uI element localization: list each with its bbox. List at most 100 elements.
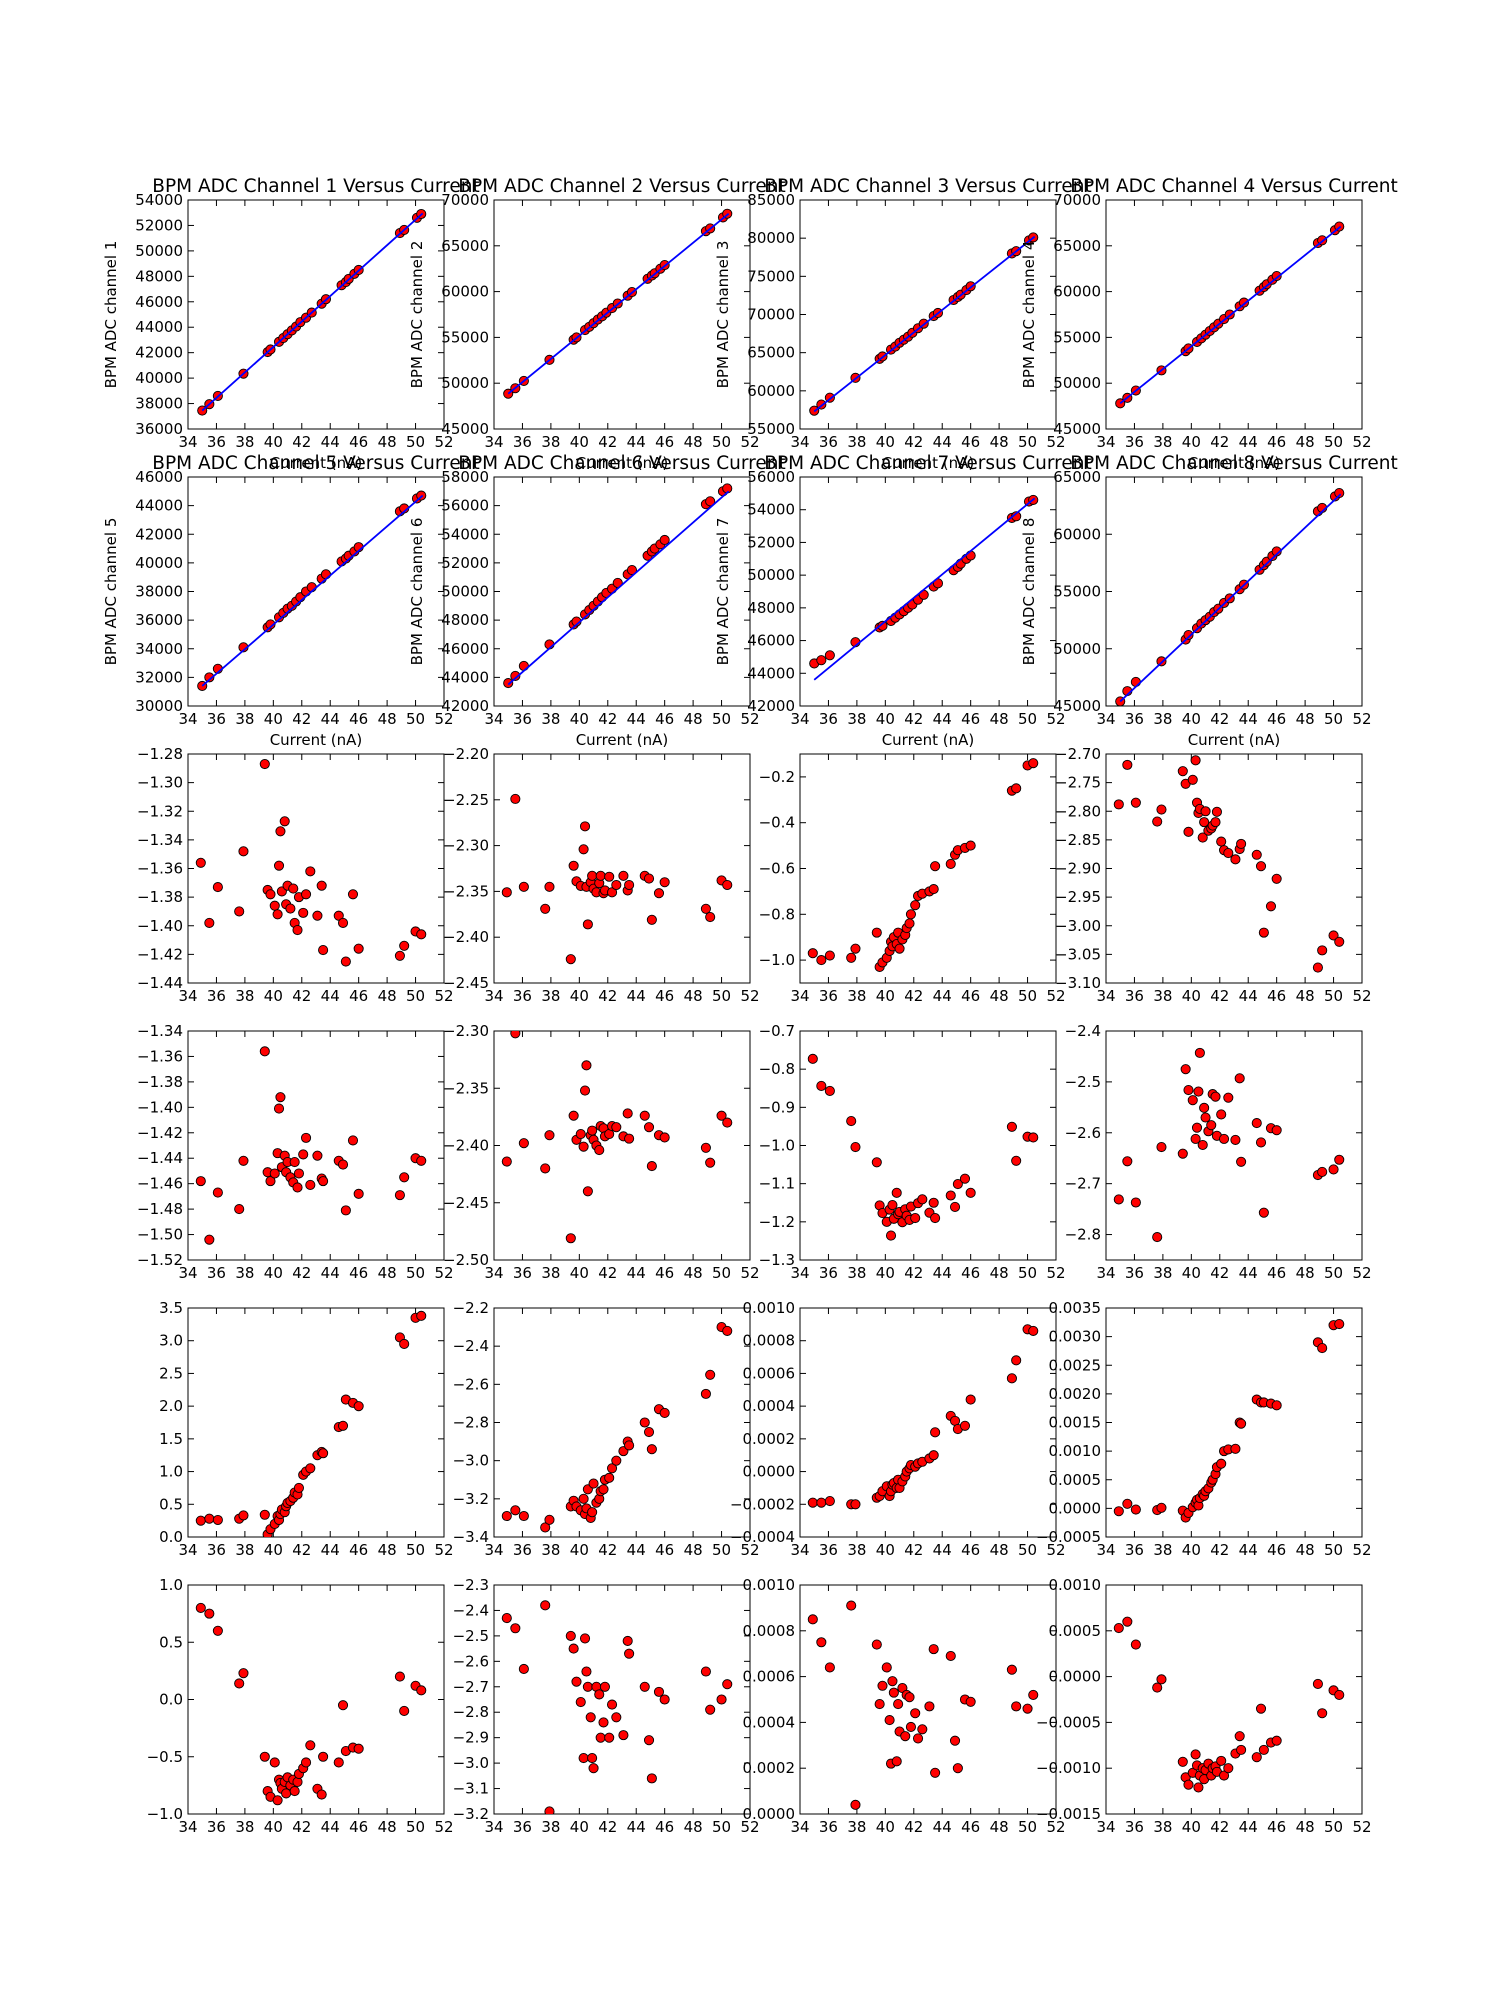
x-tick-label: 40 [876, 433, 895, 451]
data-point [639, 1681, 650, 1692]
y-tick-label: 45000 [1053, 420, 1101, 438]
data-point [807, 1053, 818, 1064]
y-tick-label: 85000 [747, 191, 795, 209]
subplot-3: 34 36 38 40 42 44 46 48 50 5255000600006500070000… [714, 176, 1092, 472]
x-tick-label: 36 [1125, 1541, 1144, 1559]
x-tick-label: 50 [406, 1264, 425, 1282]
data-point [891, 1756, 902, 1767]
data-point [269, 1757, 280, 1768]
data-point [312, 1150, 323, 1161]
data-point [949, 1201, 961, 1212]
data-point [337, 1159, 349, 1170]
x-tick-label: 52 [1352, 710, 1371, 728]
x-tick-label: 44 [933, 987, 952, 1005]
y-tick-label: −2.90 [1055, 860, 1101, 878]
data-point [659, 1407, 670, 1419]
x-tick-label: 34 [178, 433, 197, 451]
x-tick-label: 38 [235, 987, 254, 1005]
data-point [1028, 758, 1039, 769]
x-tick-label: 44 [933, 1541, 952, 1559]
data-point [643, 1122, 655, 1133]
x-tick-label: 48 [990, 710, 1009, 728]
x-tick-label: 48 [684, 1818, 703, 1836]
data-point [1113, 1623, 1124, 1634]
x-tick-label: 42 [1210, 1264, 1229, 1282]
data-point [1190, 755, 1201, 766]
y-tick-label: 0.5 [159, 1633, 183, 1651]
data-point [1218, 1133, 1230, 1144]
y-tick-label: 65000 [1053, 237, 1101, 255]
x-tick-label: 40 [570, 987, 589, 1005]
data-point [1011, 783, 1022, 794]
x-tick-label: 40 [1182, 987, 1201, 1005]
data-point [1211, 806, 1222, 817]
x-tick-label: 34 [178, 987, 197, 1005]
x-tick-label: 48 [1296, 1818, 1315, 1836]
data-point [568, 1110, 579, 1121]
data-point [353, 943, 364, 954]
data-point [565, 954, 576, 965]
data-point [289, 1156, 300, 1168]
data-point [581, 1060, 592, 1071]
y-tick-label: 55000 [1053, 583, 1101, 601]
data-marks [195, 1602, 427, 1806]
x-tick-label: 38 [235, 710, 254, 728]
x-tick-label: 36 [207, 1818, 226, 1836]
data-point [337, 917, 349, 928]
data-point [928, 1644, 939, 1655]
data-point [272, 1795, 283, 1806]
y-tick-label: 0.0000 [743, 1805, 796, 1823]
y-tick-label: 46000 [441, 640, 489, 658]
y-tick-label: 0.0006 [743, 1364, 796, 1382]
data-point [874, 1699, 885, 1710]
data-point [850, 943, 861, 954]
y-tick-label: −3.4 [453, 1528, 489, 1546]
data-point [952, 1178, 963, 1190]
x-tick-label: 42 [1210, 1541, 1229, 1559]
data-point [347, 889, 359, 900]
data-point [1028, 1132, 1039, 1143]
x-tick-label: 40 [876, 1541, 895, 1559]
data-point [305, 1463, 316, 1474]
y-tick-label: 0.0002 [743, 1759, 796, 1777]
data-point [1190, 1133, 1201, 1144]
chart-title: BPM ADC Channel 3 Versus Current [764, 176, 1091, 197]
x-tick-label: 52 [1352, 1264, 1371, 1282]
x-tick-label: 46 [655, 1818, 674, 1836]
x-tick-label: 50 [1018, 433, 1037, 451]
y-axis-label: BPM ADC channel 1 [102, 241, 120, 389]
x-tick-label: 34 [1096, 1264, 1115, 1282]
x-tick-label: 50 [1018, 987, 1037, 1005]
data-point [959, 1173, 971, 1184]
x-tick-label: 34 [484, 1818, 503, 1836]
y-tick-label: −3.2 [453, 1805, 489, 1823]
y-tick-label: −2.4 [1065, 1022, 1101, 1040]
data-point [1271, 270, 1282, 282]
data-point [949, 1735, 961, 1746]
data-marks [195, 1046, 427, 1245]
data-point [518, 1663, 529, 1675]
data-point [816, 1497, 827, 1508]
data-point [416, 1310, 427, 1321]
x-tick-label: 36 [513, 1541, 532, 1559]
data-point [1236, 1418, 1247, 1429]
x-tick-label: 42 [292, 987, 311, 1005]
data-point [238, 846, 249, 857]
x-tick-label: 36 [819, 1818, 838, 1836]
y-tick-label: 36000 [135, 420, 183, 438]
y-tick-label: −1.36 [137, 860, 183, 878]
data-point [340, 1205, 351, 1216]
y-tick-label: −2.75 [1055, 774, 1101, 792]
data-point [318, 1176, 329, 1187]
y-tick-label: 3.0 [159, 1332, 183, 1350]
y-tick-label: 40000 [135, 369, 183, 387]
x-tick-label: 48 [378, 710, 397, 728]
data-point [234, 906, 245, 917]
y-tick-label: −0.0015 [1036, 1805, 1101, 1823]
y-tick-label: 50000 [1053, 640, 1101, 658]
x-tick-label: 34 [790, 433, 809, 451]
y-tick-label: 0.0010 [1049, 1442, 1102, 1460]
data-point [624, 1440, 635, 1451]
x-tick-label: 44 [1239, 1541, 1258, 1559]
